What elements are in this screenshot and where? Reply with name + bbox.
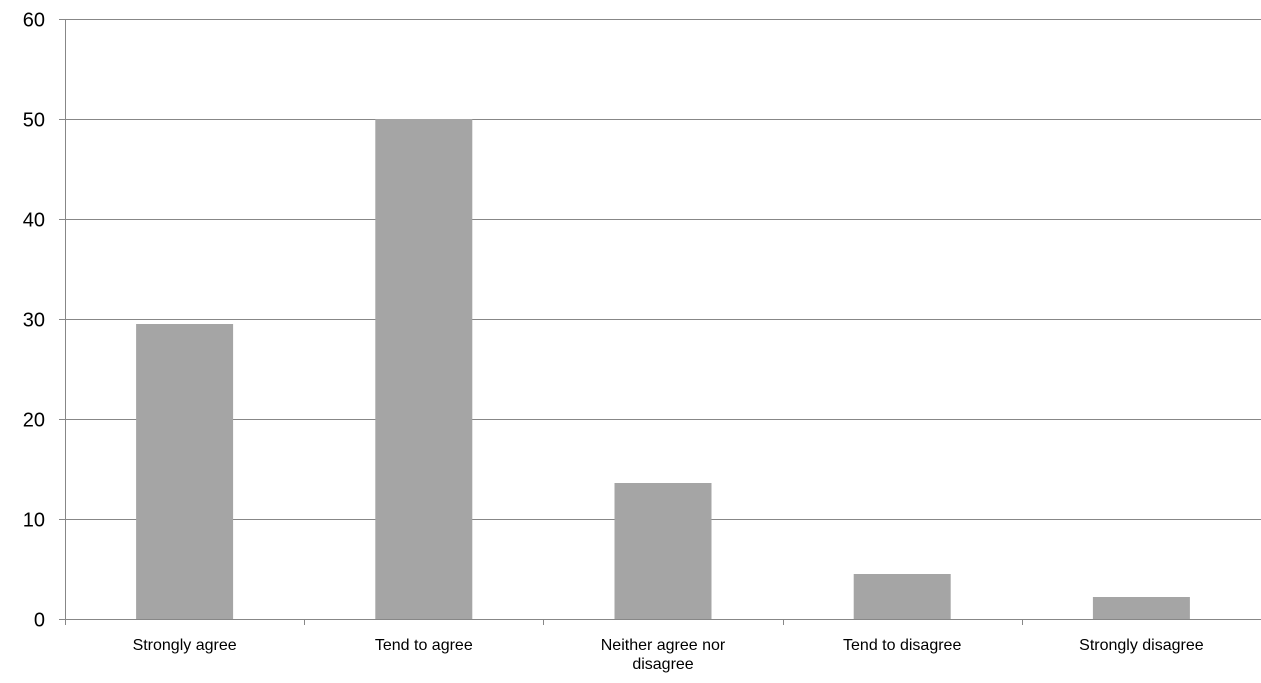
tick-labels: 0 10 20 30 40 50 60 Strongly agree Tend to agree… bbox=[23, 10, 1204, 674]
x-tick-label: Strongly disagree bbox=[1079, 637, 1204, 654]
y-tick-label: 10 bbox=[23, 510, 45, 532]
x-tick-label: disagree bbox=[632, 656, 693, 673]
bar bbox=[1092, 597, 1190, 619]
bar bbox=[136, 324, 234, 619]
x-tick-label: Neither agree nor bbox=[601, 637, 726, 654]
bar bbox=[853, 574, 951, 619]
gridlines bbox=[65, 19, 1261, 520]
y-tick-label: 30 bbox=[23, 310, 45, 332]
x-tick-label: Tend to disagree bbox=[843, 637, 961, 654]
y-tick-label: 20 bbox=[23, 410, 45, 432]
y-tick-label: 40 bbox=[23, 210, 45, 232]
y-tick-label: 50 bbox=[23, 110, 45, 132]
y-tick-label: 0 bbox=[34, 610, 45, 632]
axes bbox=[59, 19, 1261, 625]
bar bbox=[375, 119, 473, 619]
x-tick-label: Tend to agree bbox=[375, 637, 473, 654]
bars bbox=[136, 119, 1190, 619]
y-tick-label: 60 bbox=[23, 10, 45, 32]
x-tick-label: Strongly agree bbox=[133, 637, 237, 654]
bar bbox=[614, 483, 712, 619]
